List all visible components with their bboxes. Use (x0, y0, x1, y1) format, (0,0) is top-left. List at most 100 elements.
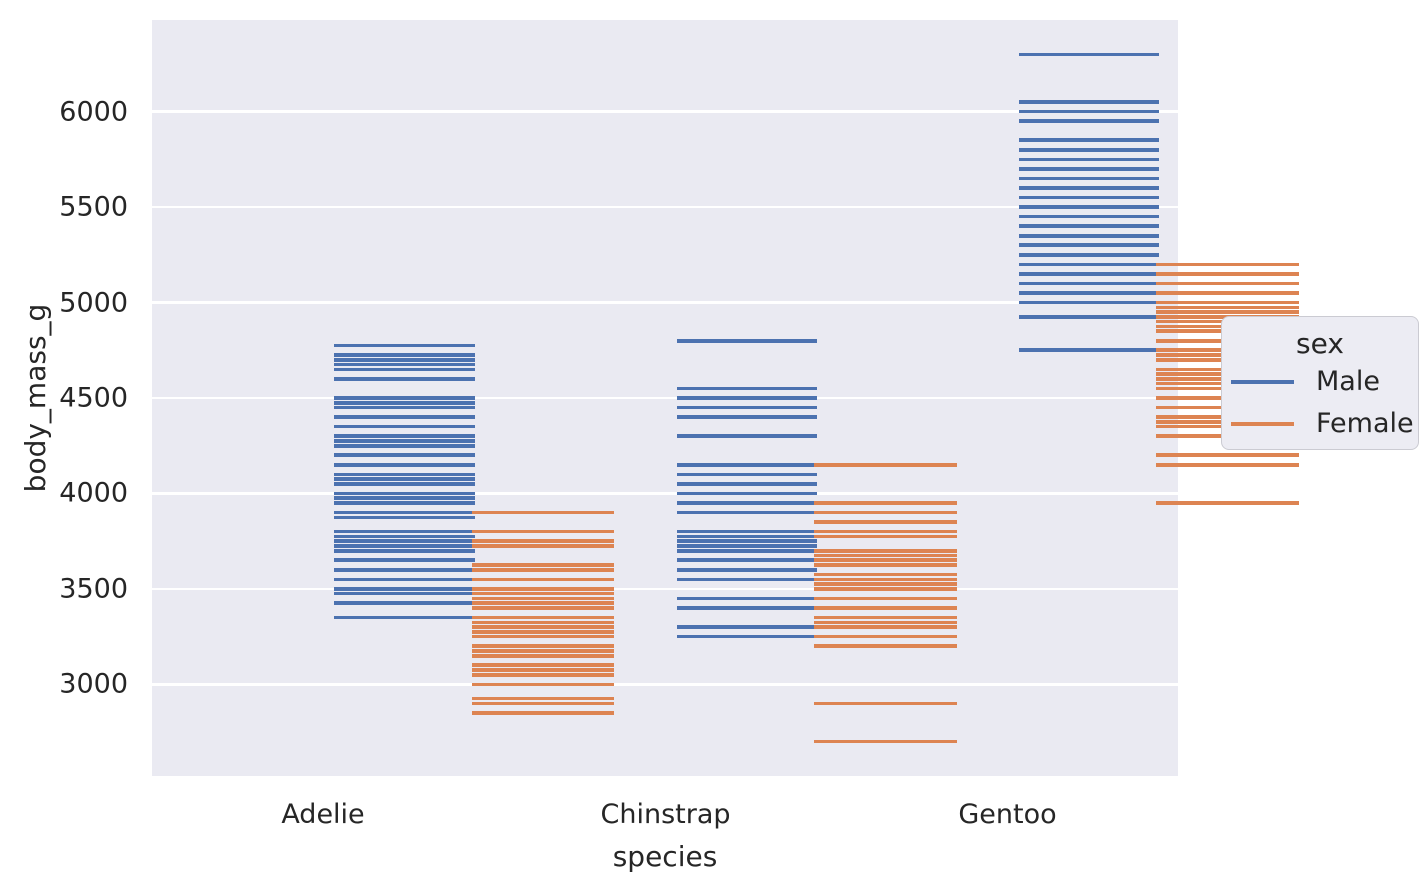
gentoo-male-tick-6050 (1018, 100, 1159, 104)
adelie-female-tick-3625 (471, 563, 614, 567)
adelie-female-tick-3600 (471, 568, 614, 572)
gentoo-male-tick-5300 (1018, 243, 1159, 248)
gentoo-male-tick-5100 (1018, 281, 1159, 286)
chinstrap-male-tick-3725 (676, 544, 817, 548)
adelie-male-tick-3425 (334, 601, 475, 606)
gentoo-male-tick-5600 (1018, 186, 1159, 190)
ytick-label-5500: 5500 (59, 191, 128, 223)
adelie-male-tick-3775 (334, 534, 475, 539)
ytick-label-6000: 6000 (59, 96, 128, 128)
chinstrap-male-tick-3250 (676, 634, 817, 639)
adelie-female-tick-3200 (471, 644, 614, 648)
adelie-female-tick-3400 (471, 606, 614, 610)
adelie-male-tick-3500 (334, 587, 475, 591)
chinstrap-female-tick-3400 (814, 606, 957, 610)
adelie-female-tick-3800 (471, 529, 614, 534)
adelie-female-tick-2925 (471, 696, 614, 701)
adelie-male-tick-4475 (334, 400, 475, 405)
chinstrap-female-tick-3550 (814, 577, 957, 582)
chinstrap-female-tick-3950 (814, 501, 957, 505)
gentoo-male-tick-5550 (1018, 195, 1159, 200)
x-axis-label: species (612, 840, 718, 873)
adelie-female-tick-3150 (471, 653, 614, 658)
adelie-male-tick-3900 (334, 510, 475, 515)
adelie-male-tick-4350 (334, 424, 475, 429)
chinstrap-male-tick-3750 (676, 539, 817, 543)
xtick-label-chinstrap: Chinstrap (600, 799, 731, 830)
adelie-male-tick-4725 (334, 353, 475, 357)
chinstrap-male-tick-4050 (676, 482, 817, 486)
chinstrap-male-tick-3900 (676, 510, 817, 515)
adelie-male-tick-3550 (334, 577, 475, 582)
adelie-male-tick-3475 (334, 591, 475, 596)
gentoo-female-tick-5000 (1156, 300, 1299, 305)
legend-title: sex (1296, 327, 1344, 360)
gentoo-male-tick-5750 (1018, 157, 1159, 162)
gentoo-male-tick-4925 (1018, 315, 1159, 319)
adelie-male-tick-4075 (334, 477, 475, 481)
chinstrap-female-tick-3250 (814, 634, 957, 639)
chinstrap-female-tick-3300 (814, 625, 957, 629)
chinstrap-female-tick-3650 (814, 558, 957, 563)
ytick-label-5000: 5000 (59, 287, 128, 319)
adelie-male-tick-4450 (334, 405, 475, 410)
gentoo-male-tick-4750 (1018, 348, 1159, 353)
gridline-5500 (152, 205, 1178, 209)
adelie-male-tick-3700 (334, 548, 475, 553)
gentoo-male-tick-5450 (1018, 214, 1159, 219)
gentoo-male-tick-5950 (1018, 119, 1159, 123)
chinstrap-female-tick-3700 (814, 548, 957, 553)
chinstrap-female-tick-3325 (814, 620, 957, 625)
adelie-male-tick-4775 (334, 343, 475, 348)
chinstrap-male-tick-4450 (676, 405, 817, 410)
chinstrap-male-tick-4550 (676, 386, 817, 391)
adelie-male-tick-4300 (334, 434, 475, 438)
adelie-male-tick-4675 (334, 362, 475, 367)
chinstrap-female-tick-3900 (814, 510, 957, 515)
ytick-label-4000: 4000 (59, 477, 128, 509)
gentoo-male-tick-5500 (1018, 205, 1159, 209)
chinstrap-female-tick-3500 (814, 587, 957, 591)
gentoo-male-tick-5850 (1018, 138, 1159, 143)
chinstrap-male-tick-3300 (676, 625, 817, 629)
gentoo-male-tick-5350 (1018, 233, 1159, 238)
chinstrap-male-tick-4800 (676, 338, 817, 343)
adelie-male-tick-4500 (334, 396, 475, 400)
chinstrap-female-tick-3775 (814, 534, 957, 539)
gentoo-male-tick-6000 (1018, 109, 1159, 114)
adelie-female-tick-3100 (471, 663, 614, 668)
chinstrap-female-tick-3675 (814, 553, 957, 558)
chinstrap-male-tick-4100 (676, 472, 817, 477)
gentoo-male-tick-5200 (1018, 262, 1159, 267)
gentoo-female-tick-4200 (1156, 453, 1299, 458)
gentoo-female-tick-4950 (1156, 310, 1299, 314)
gentoo-female-tick-5150 (1156, 272, 1299, 276)
gentoo-male-tick-6300 (1018, 52, 1159, 57)
adelie-female-tick-3000 (471, 682, 614, 687)
chinstrap-male-tick-3950 (676, 501, 817, 505)
ytick-label-3000: 3000 (59, 668, 128, 700)
chinstrap-female-tick-3450 (814, 596, 957, 601)
adelie-male-tick-4050 (334, 482, 475, 486)
chinstrap-female-tick-3625 (814, 563, 957, 567)
adelie-female-tick-3350 (471, 615, 614, 620)
adelie-female-tick-3900 (471, 510, 614, 515)
gentoo-male-tick-5050 (1018, 291, 1159, 295)
gentoo-male-tick-5250 (1018, 253, 1159, 257)
chinstrap-male-tick-4150 (676, 463, 817, 467)
gentoo-female-tick-5050 (1156, 291, 1299, 295)
adelie-male-tick-3750 (334, 539, 475, 543)
chinstrap-female-tick-4150 (814, 463, 957, 467)
adelie-male-tick-3350 (334, 615, 475, 620)
adelie-female-tick-3175 (471, 649, 614, 653)
gentoo-male-tick-5650 (1018, 176, 1159, 181)
legend: sex Male Female (1221, 316, 1419, 450)
adelie-female-tick-3425 (471, 601, 614, 606)
chinstrap-male-tick-3800 (676, 529, 817, 534)
adelie-female-tick-3500 (471, 587, 614, 591)
adelie-female-tick-3725 (471, 544, 614, 548)
gentoo-female-tick-5100 (1156, 281, 1299, 286)
chinstrap-female-tick-2700 (814, 739, 957, 744)
gentoo-female-tick-5200 (1156, 262, 1299, 267)
